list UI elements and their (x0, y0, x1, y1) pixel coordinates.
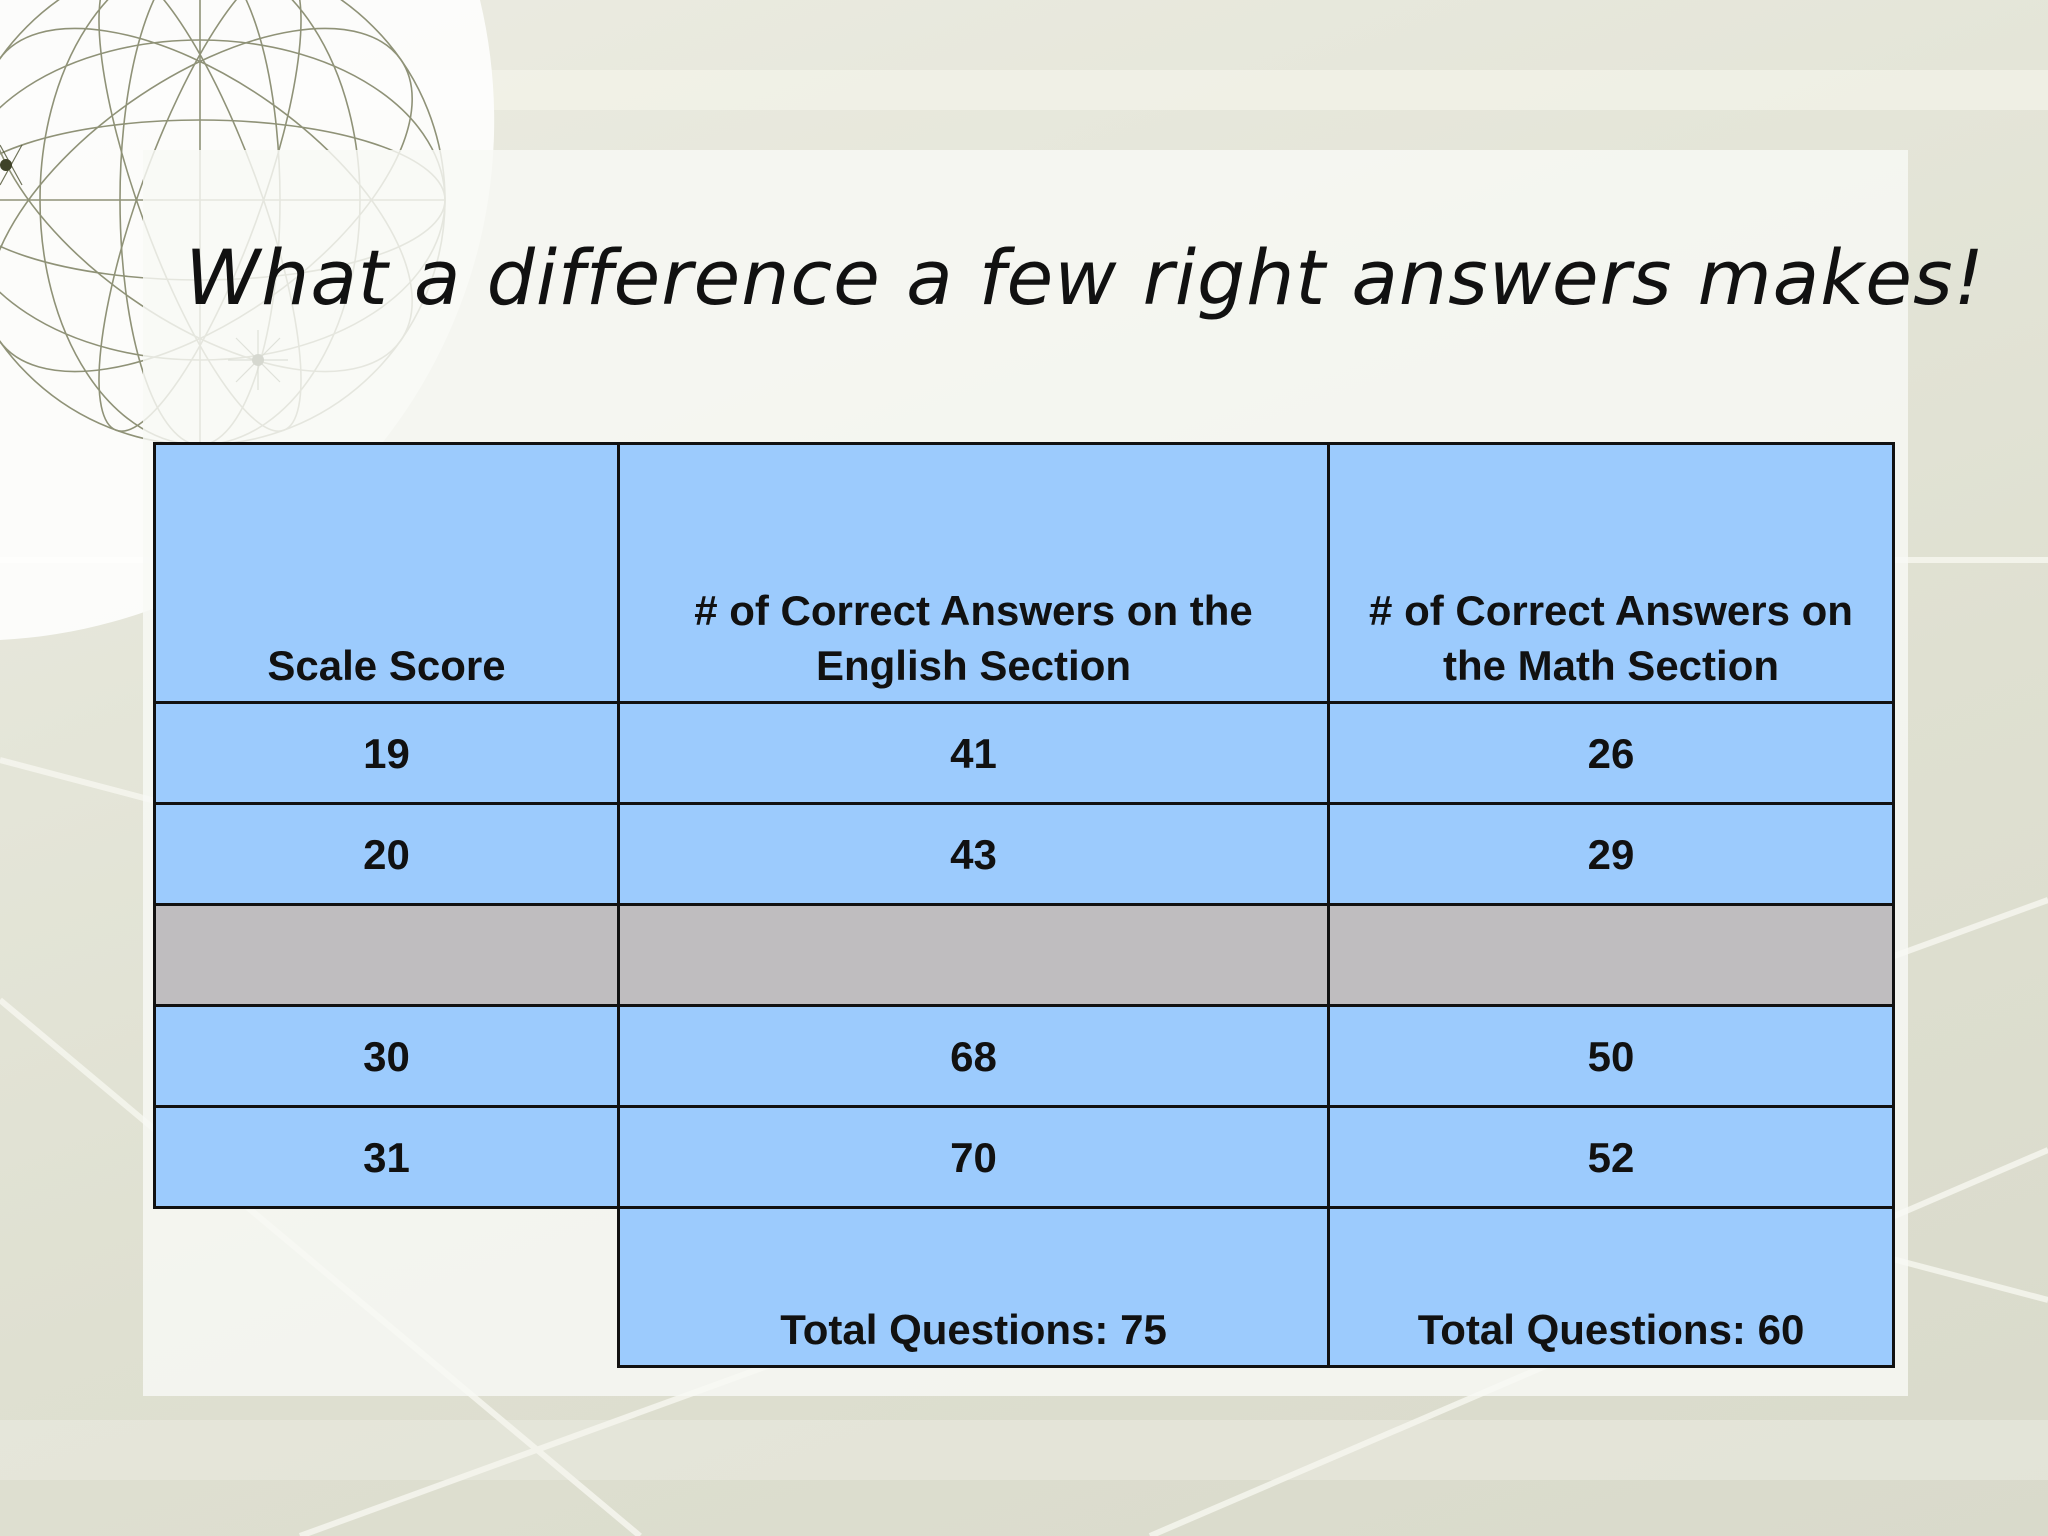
table-gap-cell (153, 903, 620, 1007)
table-cell-math-correct: 29 (1327, 802, 1895, 906)
table-cell-math-correct: 52 (1327, 1105, 1895, 1209)
table-cell-english-correct: 70 (617, 1105, 1330, 1209)
total-english-questions: Total Questions: 75 (617, 1206, 1330, 1368)
table-cell-scale-score: 19 (153, 701, 620, 805)
total-math-questions: Total Questions: 60 (1327, 1206, 1895, 1368)
header-scale-score: Scale Score (153, 442, 620, 704)
table-cell-math-correct: 50 (1327, 1004, 1895, 1108)
header-math-correct: # of Correct Answers on the Math Section (1327, 442, 1895, 704)
table-cell-english-correct: 68 (617, 1004, 1330, 1108)
table-cell-scale-score: 31 (153, 1105, 620, 1209)
header-english-correct: # of Correct Answers on the English Sect… (617, 442, 1330, 704)
table-cell-english-correct: 43 (617, 802, 1330, 906)
slide-title: What a difference a few right answers ma… (185, 233, 1986, 322)
table-cell-english-correct: 41 (617, 701, 1330, 805)
table-cell-scale-score: 20 (153, 802, 620, 906)
table-cell-math-correct: 26 (1327, 701, 1895, 805)
table-gap-cell (617, 903, 1330, 1007)
table-gap-cell (1327, 903, 1895, 1007)
table-cell-scale-score: 30 (153, 1004, 620, 1108)
